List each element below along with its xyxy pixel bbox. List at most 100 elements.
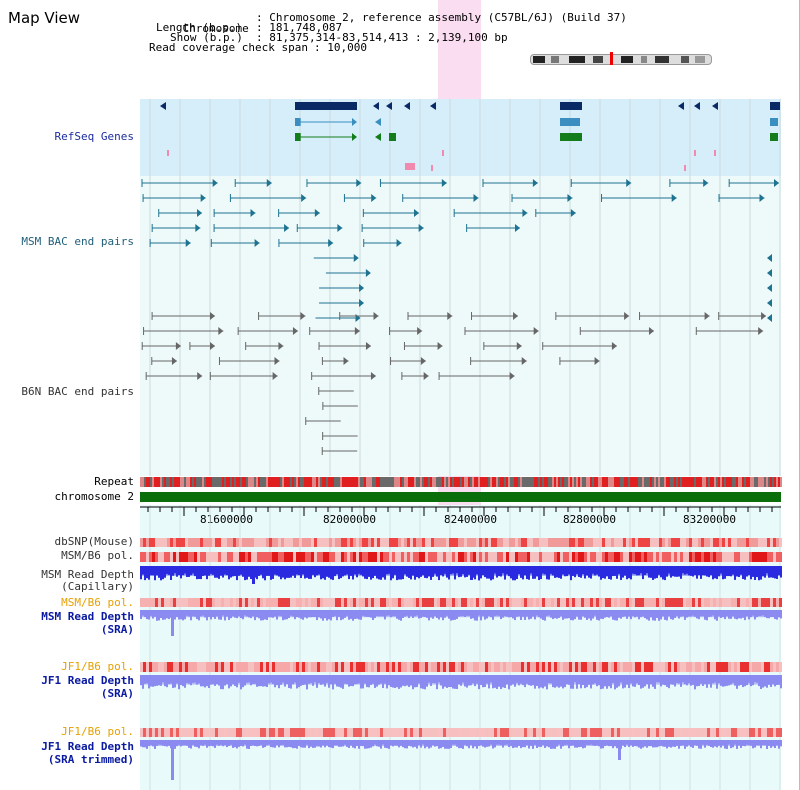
heat-cell [224, 598, 227, 607]
bac-end-arrow [417, 327, 423, 335]
depth-bar [326, 740, 328, 746]
repeat-segment [248, 477, 250, 487]
heat-cell [428, 538, 431, 547]
depth-bar [218, 675, 220, 686]
track-label-msm-depth-capillary[interactable]: MSM Read Depth [41, 568, 134, 581]
heat-cell [374, 552, 377, 562]
depth-bar [242, 610, 244, 620]
repeat-segment [622, 477, 624, 487]
heat-cell [671, 598, 674, 607]
repeat-segment [540, 477, 542, 487]
repeat-segment [460, 477, 462, 487]
depth-bar [760, 610, 762, 616]
repeat-segment [754, 477, 756, 487]
depth-bar [302, 740, 304, 748]
depth-bar [382, 610, 384, 617]
heat-cell [149, 552, 152, 562]
depth-bar [618, 566, 620, 574]
heat-cell [221, 538, 224, 547]
depth-bar [262, 740, 264, 748]
heat-cell [311, 538, 314, 547]
heat-cell [710, 662, 713, 672]
heat-cell [407, 662, 410, 672]
heat-cell [302, 728, 305, 737]
repeat-segment [740, 477, 742, 487]
heat-cell [623, 552, 626, 562]
track-label-jf1-b6-pol-2[interactable]: JF1/B6 pol. [61, 725, 134, 738]
heat-cell [281, 552, 284, 562]
track-label-msm-b6-pol-2[interactable]: MSM/B6 pol. [61, 596, 134, 609]
depth-bar [156, 740, 158, 746]
heat-cell [392, 662, 395, 672]
depth-bar [550, 566, 552, 574]
repeat-segment [282, 477, 284, 487]
track-label-jf1-depth-sra[interactable]: JF1 Read Depth [41, 674, 134, 687]
depth-bar [388, 675, 390, 686]
heat-cell [566, 552, 569, 562]
depth-bar [428, 675, 430, 683]
chromosome-ideogram[interactable] [530, 54, 712, 65]
depth-bar [540, 610, 542, 619]
heat-cell [203, 728, 206, 737]
bac-end-arrow [761, 312, 767, 320]
depth-bar [386, 566, 388, 575]
depth-bar [640, 566, 642, 574]
heat-cell [527, 598, 530, 607]
repeat-segment [746, 477, 748, 487]
depth-bar [568, 675, 570, 685]
depth-bar [538, 566, 540, 581]
heat-cell [737, 728, 740, 737]
heat-cell [419, 728, 422, 737]
depth-bar [382, 566, 384, 578]
depth-bar [676, 675, 678, 683]
depth-bar [554, 675, 556, 688]
depth-bar [728, 675, 730, 686]
repeat-segment [458, 477, 460, 487]
depth-bar [208, 566, 210, 576]
depth-bar [472, 675, 474, 684]
track-label-msm-bac[interactable]: MSM BAC end pairs [21, 235, 134, 248]
track-label-dbsnp[interactable]: dbSNP(Mouse) [54, 535, 134, 548]
depth-bar [442, 566, 444, 577]
track-label-repeat[interactable]: Repeat [94, 475, 134, 488]
heat-cell [425, 598, 428, 607]
depth-bar [556, 566, 558, 578]
depth-bar [524, 566, 526, 576]
repeat-segment [164, 477, 166, 487]
coverage-key: Read coverage check span [149, 41, 308, 54]
repeat-segment [550, 477, 552, 487]
depth-bar [282, 740, 284, 745]
heat-cell [692, 538, 695, 547]
depth-bar [722, 740, 724, 746]
repeat-segment [210, 477, 212, 487]
heat-cell [221, 552, 224, 562]
heat-cell [383, 728, 386, 737]
track-label-msm-b6-pol[interactable]: MSM/B6 pol. [61, 549, 134, 562]
depth-bar [414, 675, 416, 688]
depth-bar [338, 566, 340, 580]
repeat-segment [432, 477, 434, 487]
depth-bar [326, 610, 328, 621]
depth-bar [158, 675, 160, 686]
track-label-b6n-bac[interactable]: B6N BAC end pairs [21, 385, 134, 398]
heat-cell [701, 598, 704, 607]
depth-bar [628, 610, 630, 617]
depth-bar [622, 610, 624, 617]
track-label-msm-depth-sra[interactable]: MSM Read Depth [41, 610, 134, 623]
depth-bar [278, 610, 280, 616]
heat-cell [674, 662, 677, 672]
track-label-chromosome[interactable]: chromosome 2 [54, 490, 134, 503]
heat-cell [191, 538, 194, 547]
heat-cell [323, 598, 326, 607]
repeat-segment [736, 477, 738, 487]
depth-bar [552, 566, 554, 576]
repeat-segment [322, 477, 324, 487]
track-label-jf1-b6-pol[interactable]: JF1/B6 pol. [61, 660, 134, 673]
track-label-jf1-depth-trimmed[interactable]: JF1 Read Depth [41, 740, 134, 753]
heat-cell [281, 728, 284, 737]
depth-bar [440, 566, 442, 575]
depth-bar [414, 566, 416, 580]
track-label-refseq[interactable]: RefSeq Genes [54, 130, 134, 143]
depth-bar [298, 740, 300, 746]
